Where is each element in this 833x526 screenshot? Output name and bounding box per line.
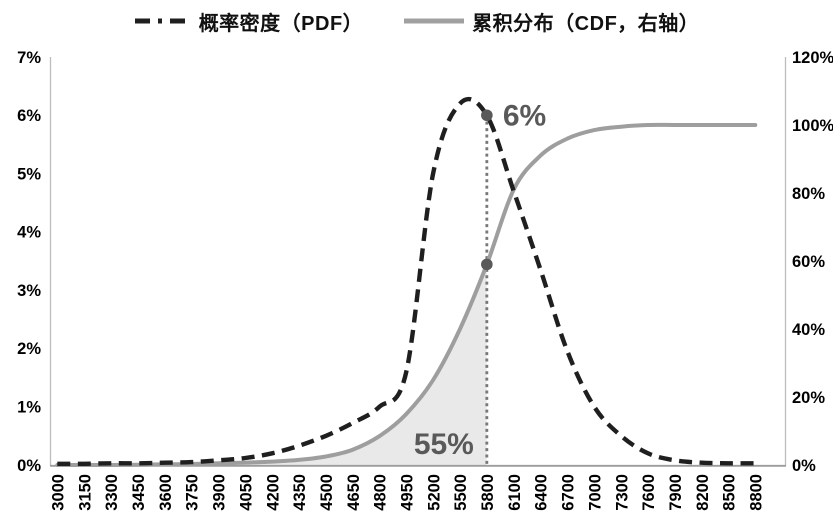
cdf-area-fill	[57, 264, 487, 466]
right-axis-tick-label: 20%	[792, 389, 825, 407]
left-axis-tick-label: 6%	[17, 107, 41, 125]
x-axis-tick-label: 7600	[640, 474, 658, 511]
pdf-curve	[57, 96, 756, 467]
x-axis-tick-label: 6400	[533, 474, 551, 511]
x-axis-tick-label: 8800	[748, 474, 766, 511]
x-axis-tick-label: 4350	[291, 474, 309, 511]
left-axis-tick-label: 1%	[17, 399, 41, 417]
left-axis-tick-label: 0%	[17, 457, 41, 475]
x-axis-tick-label: 7300	[613, 474, 631, 511]
x-axis-tick-label: 7900	[667, 474, 685, 511]
cdf-curve	[55, 122, 758, 468]
cdf-solid-line-icon	[404, 18, 465, 24]
right-axis-tick-label: 60%	[792, 253, 825, 271]
legend-item-pdf: 概率密度（PDF）	[134, 7, 364, 36]
right-axis-tick-label: 0%	[792, 457, 816, 475]
pdf-marker-dot	[481, 109, 493, 122]
legend-label-cdf: 累积分布（CDF，右轴）	[472, 12, 700, 35]
right-axis-tick-label: 40%	[792, 321, 825, 339]
x-axis-tick-label: 3450	[130, 474, 148, 511]
x-axis-tick-label: 6700	[560, 474, 578, 511]
x-axis-tick-label: 8200	[694, 474, 712, 511]
x-axis-tick-label: 5800	[479, 474, 497, 511]
legend-item-cdf: 累积分布（CDF，右轴）	[403, 7, 699, 36]
cdf-marker-dot	[481, 258, 493, 271]
chart-legend: 概率密度（PDF） 累积分布（CDF，右轴）	[0, 0, 833, 42]
x-axis-tick-label: 4050	[237, 474, 255, 511]
left-axis-tick-label: 7%	[17, 49, 41, 67]
x-axis-tick-label: 8500	[721, 474, 739, 511]
x-axis-tick-label: 4650	[345, 474, 363, 511]
right-axis-tick-label: 80%	[792, 185, 825, 203]
left-axis-tick-label: 2%	[17, 340, 41, 358]
x-axis-tick-label: 3150	[76, 474, 94, 511]
x-axis-tick-label: 5500	[452, 474, 470, 511]
left-axis-tick-label: 5%	[17, 165, 41, 183]
x-axis-tick-label: 4500	[318, 474, 336, 511]
x-axis-tick-label: 4200	[264, 474, 282, 511]
annotation-pdf-peak: 6%	[503, 99, 546, 132]
x-axis-tick-label: 3750	[184, 474, 202, 511]
x-axis-tick-label: 4800	[372, 474, 390, 511]
left-axis-tick-label: 3%	[17, 282, 41, 300]
x-axis-tick-label: 3900	[211, 474, 229, 511]
x-axis-tick-label: 4950	[399, 474, 417, 511]
left-axis-tick-label: 4%	[17, 224, 41, 242]
x-axis-tick-label: 7000	[586, 474, 604, 511]
x-axis-tick-label: 3600	[157, 474, 175, 511]
x-axis-tick-label: 3000	[50, 474, 68, 511]
x-axis-tick-label: 3300	[103, 474, 121, 511]
right-axis-tick-label: 100%	[792, 117, 833, 135]
x-axis-tick-label: 5200	[425, 474, 443, 511]
x-axis-tick-label: 6100	[506, 474, 524, 511]
right-axis-tick-label: 120%	[792, 49, 833, 67]
legend-label-pdf: 概率密度（PDF）	[198, 12, 364, 35]
annotation-cdf-share: 55%	[414, 428, 474, 461]
pdf-dashed-line-icon	[134, 18, 191, 24]
